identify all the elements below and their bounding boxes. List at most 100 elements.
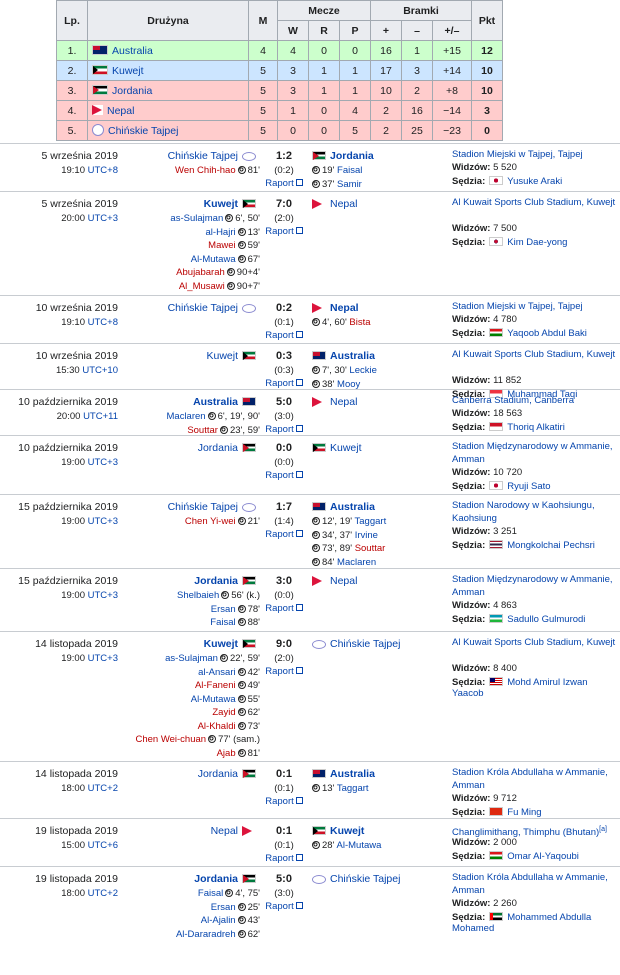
away-team-link[interactable]: Chińskie Tajpej [330, 873, 401, 885]
venue-link[interactable]: Al Kuwait Sports Club Stadium, Kuwejt [452, 636, 618, 649]
timezone-link[interactable]: UTC+3 [87, 516, 118, 527]
team-link[interactable]: Chińskie Tajpej [108, 125, 179, 137]
scorer-name[interactable]: Zayid [212, 707, 236, 718]
away-team[interactable]: Nepal [308, 396, 357, 408]
away-team[interactable]: Kuwejt [308, 442, 362, 454]
scorer-name[interactable]: Souttar [354, 543, 386, 554]
home-team-link[interactable]: Nepal [210, 825, 238, 837]
scorer-name[interactable]: Faisal [337, 165, 363, 176]
scorer-name[interactable]: Abujabarah [176, 267, 225, 278]
referee-link[interactable]: Kim Dae-yong [507, 237, 568, 248]
away-team-link[interactable]: Kuwejt [330, 825, 365, 837]
scorer-name[interactable]: as-Sulajman [165, 653, 218, 664]
scorer-name[interactable]: Bista [349, 317, 371, 328]
scorer-name[interactable]: Faisal [197, 888, 224, 899]
home-scorer[interactable]: Al-Mutawa 55' [191, 694, 260, 705]
away-team[interactable]: Jordania [308, 150, 374, 162]
timezone-link[interactable]: UTC+3 [87, 590, 118, 601]
away-team-link[interactable]: Nepal [330, 302, 359, 314]
away-team[interactable]: Australia [308, 768, 375, 780]
home-scorer[interactable]: Al-Faneni 49' [195, 680, 260, 691]
home-team-link[interactable]: Australia [193, 396, 238, 408]
home-scorer[interactable]: al-Hajri 13' [206, 227, 260, 238]
report-link[interactable]: Raport [256, 853, 312, 864]
away-team[interactable]: Nepal [308, 198, 357, 210]
timezone-link[interactable]: UTC+6 [87, 840, 118, 851]
referee-link[interactable]: Sadullo Gulmurodi [507, 614, 586, 625]
timezone-link[interactable]: UTC+3 [87, 653, 118, 664]
report-link[interactable]: Raport [256, 529, 312, 540]
scorer-name[interactable]: Al-Mutawa [190, 693, 236, 705]
report-link[interactable]: Raport [256, 796, 312, 807]
away-team[interactable]: Australia [308, 350, 375, 362]
away-team[interactable]: Chińskie Tajpej [308, 873, 400, 885]
away-team[interactable]: Kuwejt [308, 825, 364, 837]
away-scorer[interactable]: 34', 37' Irvine [310, 530, 378, 541]
home-team-link[interactable]: Jordania [194, 873, 238, 885]
referee-link[interactable]: Yusuke Araki [507, 176, 563, 187]
home-scorer[interactable]: Al-Mutawa 67' [191, 254, 260, 265]
home-team[interactable]: Chińskie Tajpej [168, 302, 260, 314]
home-scorer[interactable]: Al-Ajalin 43' [201, 915, 260, 926]
home-scorer[interactable]: Ajab 81' [217, 748, 260, 759]
scorer-name[interactable]: Taggart [336, 783, 369, 794]
away-scorer[interactable]: 7', 30' Leckie [310, 365, 377, 376]
away-scorer[interactable]: 38' Mooy [310, 379, 360, 390]
away-scorer[interactable]: 73', 89' Souttar [310, 543, 385, 554]
away-team-link[interactable]: Kuwejt [330, 442, 362, 454]
referee-link[interactable]: Muhammad Taqi [507, 389, 578, 400]
home-scorer[interactable]: as-Sulajman 6', 50' [170, 213, 260, 224]
home-scorer[interactable]: Souttar 23', 59' [187, 425, 260, 436]
timezone-link[interactable]: UTC+2 [87, 888, 118, 899]
away-team-link[interactable]: Australia [330, 768, 375, 780]
team-link[interactable]: Kuwejt [112, 64, 144, 77]
home-scorer[interactable]: Ersan 25' [211, 902, 260, 913]
venue-link[interactable]: Stadion Króla Abdullaha w Ammanie, Amman [452, 871, 618, 897]
home-team-link[interactable]: Jordania [197, 442, 238, 454]
scorer-name[interactable]: Al-Khaldi [197, 720, 236, 732]
referee-link[interactable]: Thoriq Alkatiri [507, 422, 565, 433]
home-team-link[interactable]: Kuwejt [203, 638, 238, 650]
referee-link[interactable]: Ryuji Sato [507, 481, 551, 492]
away-team-link[interactable]: Australia [330, 501, 375, 513]
home-scorer[interactable]: Ersan 78' [211, 604, 260, 615]
away-scorer[interactable]: 84' Maclaren [310, 557, 376, 568]
home-team-link[interactable]: Kuwejt [206, 350, 238, 362]
report-link[interactable]: Raport [256, 603, 312, 614]
timezone-link[interactable]: UTC+8 [87, 317, 118, 328]
venue-link[interactable]: Changlimithang, Thimphu (Bhutan)[a] [452, 823, 618, 839]
scorer-name[interactable]: Al-Faneni [194, 680, 236, 691]
away-team[interactable]: Australia [308, 501, 375, 513]
timezone-link[interactable]: UTC+10 [82, 365, 118, 376]
report-link[interactable]: Raport [256, 226, 312, 237]
scorer-name[interactable]: Maclaren [337, 556, 377, 568]
scorer-name[interactable]: al-Ansari [198, 666, 236, 678]
home-scorer[interactable]: as-Sulajman 22', 59' [165, 653, 260, 664]
scorer-name[interactable]: Al-Mutawa [336, 840, 382, 851]
home-team-link[interactable]: Jordania [194, 575, 238, 587]
scorer-name[interactable]: Leckie [349, 365, 377, 376]
scorer-name[interactable]: Al_Musawi [178, 280, 225, 292]
home-team[interactable]: Kuwejt [206, 350, 260, 362]
row-team[interactable]: Australia [87, 40, 249, 61]
home-team[interactable]: Jordania [194, 873, 260, 885]
row-team[interactable]: Kuwejt [87, 60, 249, 81]
scorer-name[interactable]: Shelbaieh [176, 590, 220, 601]
away-team-link[interactable]: Nepal [330, 396, 358, 408]
home-scorer[interactable]: Mawei 59' [208, 240, 260, 251]
away-scorer[interactable]: 37' Samir [310, 179, 362, 190]
home-team[interactable]: Chińskie Tajpej [168, 150, 260, 162]
venue-link[interactable]: Stadion Króla Abdullaha w Ammanie, Amman [452, 766, 618, 792]
scorer-name[interactable]: Chen Wei-chuan [135, 734, 207, 745]
home-team-link[interactable]: Kuwejt [203, 198, 238, 210]
report-link[interactable]: Raport [256, 378, 312, 389]
away-team[interactable]: Nepal [308, 302, 359, 314]
home-scorer[interactable]: Faisal 88' [210, 617, 260, 628]
referee-link[interactable]: Mongkolchai Pechsri [507, 540, 595, 551]
report-link[interactable]: Raport [256, 470, 312, 481]
home-team-link[interactable]: Chińskie Tajpej [167, 302, 238, 314]
report-link[interactable]: Raport [256, 901, 312, 912]
home-scorer[interactable]: Chen Wei-chuan 77' (sam.) [135, 734, 260, 745]
home-team[interactable]: Kuwejt [204, 198, 260, 210]
row-team[interactable]: Nepal [87, 100, 249, 121]
